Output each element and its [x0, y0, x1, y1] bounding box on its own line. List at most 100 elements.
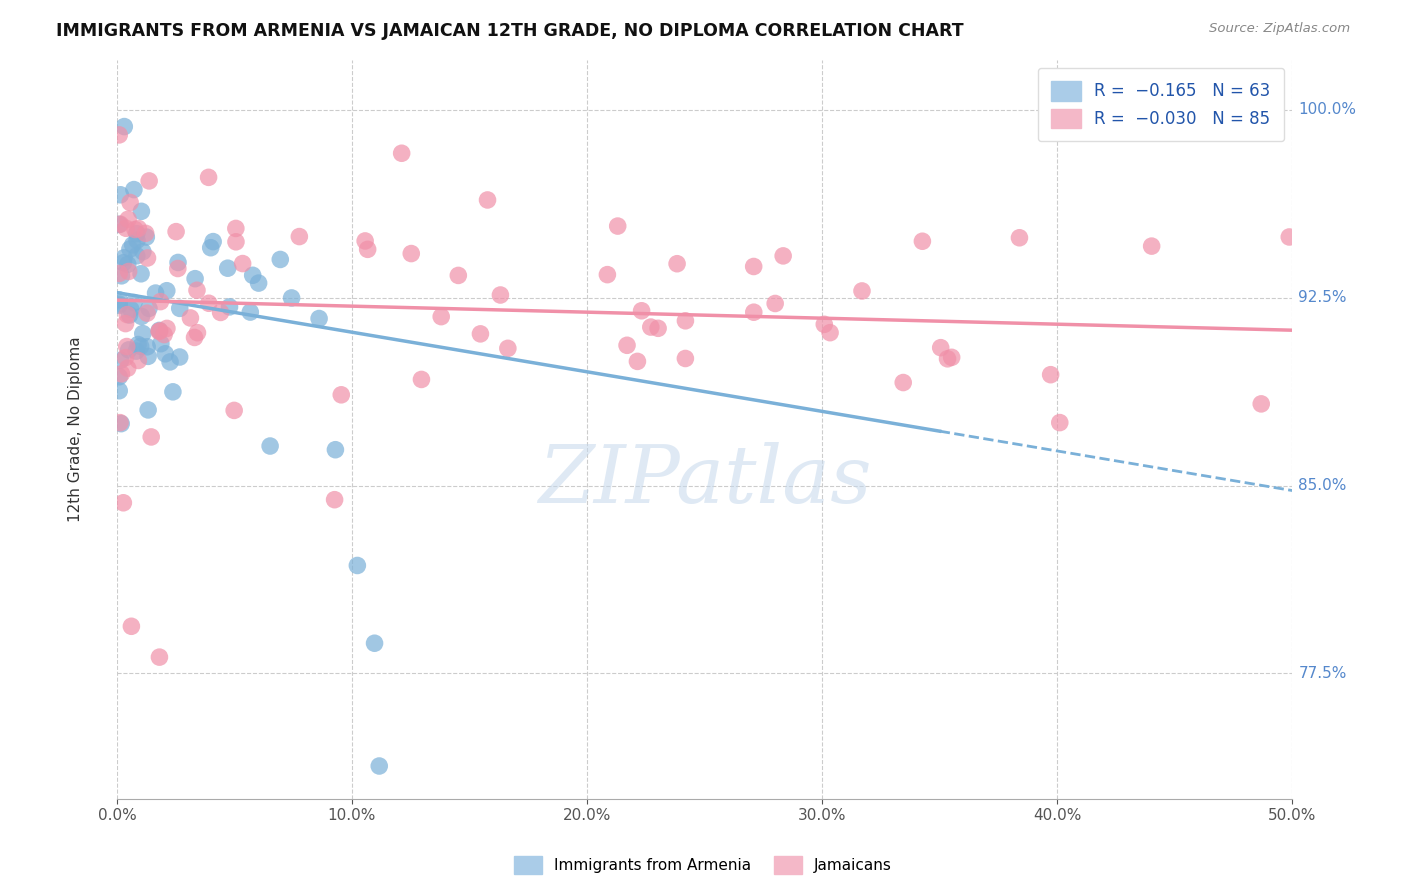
Point: [121, 238, 143, 252]
Point: [112, 496, 135, 510]
Point: [308, 311, 330, 326]
Point: [184, 271, 207, 285]
Point: [124, 222, 146, 236]
Point: [108, 298, 131, 312]
Point: [122, 295, 145, 310]
Point: [346, 558, 368, 573]
Point: [356, 243, 378, 257]
Point: [330, 388, 353, 402]
Point: [186, 326, 208, 340]
Point: [489, 288, 512, 302]
Point: [911, 234, 934, 248]
Point: [149, 324, 172, 338]
Text: 100.0%: 100.0%: [1298, 103, 1357, 117]
Point: [135, 227, 157, 241]
Point: [259, 439, 281, 453]
Point: [148, 650, 170, 665]
Point: [125, 249, 148, 263]
Point: [148, 324, 170, 338]
Point: [477, 193, 499, 207]
Point: [401, 246, 423, 260]
Point: [354, 234, 377, 248]
Point: [112, 120, 135, 134]
Point: [138, 174, 160, 188]
Point: [606, 219, 628, 233]
Point: [131, 204, 153, 219]
Point: [225, 221, 247, 235]
Point: [108, 293, 131, 307]
Point: [110, 217, 132, 231]
Point: [742, 260, 765, 274]
Point: [647, 321, 669, 335]
Point: [131, 310, 153, 324]
Point: [127, 221, 149, 235]
Point: [149, 294, 172, 309]
Point: [145, 286, 167, 301]
Point: [132, 326, 155, 341]
Point: [169, 301, 191, 316]
Point: [122, 183, 145, 197]
Point: [115, 308, 138, 322]
Point: [127, 353, 149, 368]
Point: [1049, 416, 1071, 430]
Point: [200, 241, 222, 255]
Point: [125, 344, 148, 359]
Point: [673, 351, 696, 366]
Point: [763, 296, 786, 310]
Point: [368, 759, 391, 773]
Point: [120, 195, 142, 210]
Point: [117, 361, 139, 376]
Text: Source: ZipAtlas.com: Source: ZipAtlas.com: [1209, 22, 1350, 36]
Point: [596, 268, 619, 282]
Text: 85.0%: 85.0%: [1298, 478, 1347, 493]
Point: [1140, 239, 1163, 253]
Point: [148, 323, 170, 337]
Point: [117, 212, 139, 227]
Text: 12th Grade, No Diploma: 12th Grade, No Diploma: [69, 336, 83, 522]
Point: [496, 342, 519, 356]
Point: [217, 261, 239, 276]
Point: [108, 369, 131, 384]
Point: [166, 261, 188, 276]
Point: [280, 291, 302, 305]
Point: [288, 229, 311, 244]
Point: [138, 301, 160, 316]
Point: [108, 297, 131, 311]
Point: [197, 170, 219, 185]
Point: [891, 376, 914, 390]
Point: [198, 296, 221, 310]
Point: [430, 310, 453, 324]
Text: 77.5%: 77.5%: [1298, 666, 1347, 681]
Point: [125, 227, 148, 241]
Text: 92.5%: 92.5%: [1298, 290, 1347, 305]
Point: [183, 330, 205, 344]
Legend: R =  −0.165   N = 63, R =  −0.030   N = 85: R = −0.165 N = 63, R = −0.030 N = 85: [1038, 68, 1284, 142]
Point: [136, 251, 159, 265]
Point: [1039, 368, 1062, 382]
Point: [616, 338, 638, 352]
Point: [323, 492, 346, 507]
Point: [818, 326, 841, 340]
Point: [851, 284, 873, 298]
Point: [135, 230, 157, 244]
Point: [269, 252, 291, 267]
Point: [247, 276, 270, 290]
Point: [673, 314, 696, 328]
Point: [155, 347, 177, 361]
Point: [108, 384, 131, 398]
Point: [136, 350, 159, 364]
Point: [202, 235, 225, 249]
Point: [941, 351, 963, 365]
Point: [118, 308, 141, 322]
Point: [118, 343, 141, 357]
Point: [630, 303, 652, 318]
Point: [363, 636, 385, 650]
Point: [125, 233, 148, 247]
Point: [165, 225, 187, 239]
Point: [813, 318, 835, 332]
Point: [127, 337, 149, 351]
Point: [108, 218, 131, 232]
Point: [1008, 231, 1031, 245]
Point: [742, 305, 765, 319]
Point: [936, 351, 959, 366]
